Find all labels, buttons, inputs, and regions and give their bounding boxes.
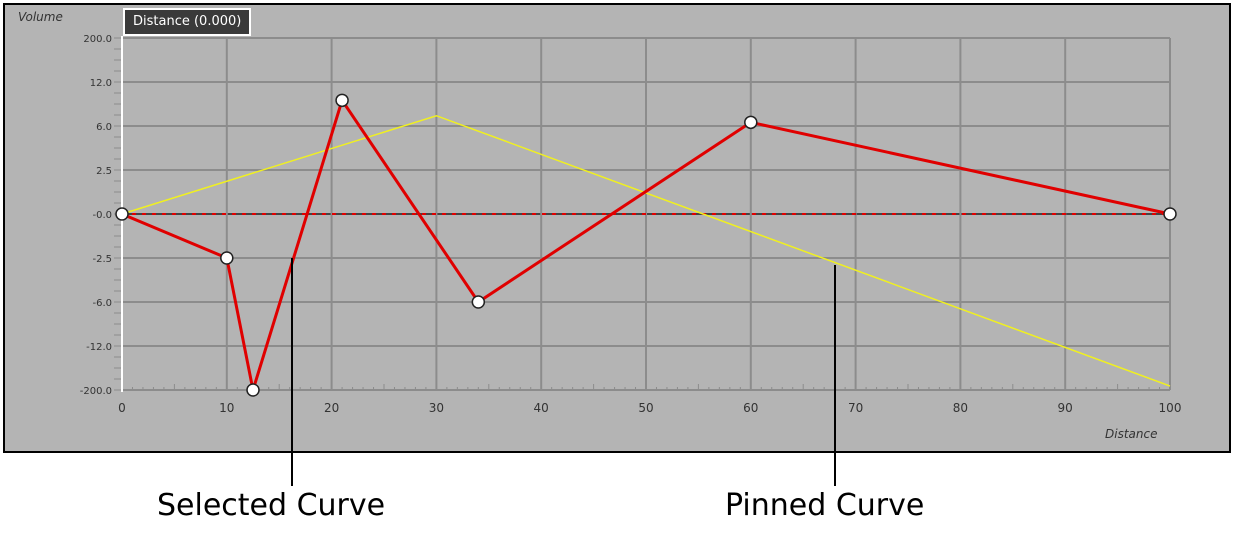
x-axis-label: Distance [1105,427,1157,441]
selected-curve-point[interactable] [1163,207,1177,221]
x-tick-label: 30 [429,401,444,415]
y-tick-label: -6.0 [92,298,112,309]
y-tick-label: 2.5 [96,166,112,177]
x-tick-label: 50 [638,401,653,415]
selected-curve-point[interactable] [246,383,260,397]
pinned-curve-label: Pinned Curve [725,488,925,523]
y-axis-label: Volume [18,10,63,24]
y-tick-label: 12.0 [90,78,112,89]
distance-readout: Distance (0.000) [123,8,252,36]
x-tick-label: 20 [324,401,339,415]
y-tick-label: 200.0 [83,34,112,45]
y-tick-label: -0.0 [92,210,112,221]
y-tick-label: -12.0 [86,342,112,353]
selected-curve-point[interactable] [115,207,129,221]
y-tick-label: -2.5 [92,254,112,265]
x-tick-label: 40 [534,401,549,415]
pinned-curve-line [121,114,1171,387]
selected-curve-point[interactable] [220,251,234,265]
selected-curve-label: Selected Curve [157,488,386,523]
y-tick-label: 6.0 [96,122,112,133]
x-tick-label: 0 [118,401,126,415]
selected-curve-point[interactable] [744,115,758,130]
x-tick-label: 80 [953,401,968,415]
x-tick-label: 90 [1058,401,1073,415]
x-tick-label: 70 [848,401,863,415]
curve-editor-panel[interactable] [3,3,1231,453]
selected-curve-point[interactable] [471,295,486,309]
y-tick-label: -200.0 [80,386,112,397]
selected-curve-point[interactable] [335,93,349,108]
x-tick-label: 60 [743,401,758,415]
x-tick-label: 10 [219,401,234,415]
x-tick-label: 100 [1159,401,1182,415]
